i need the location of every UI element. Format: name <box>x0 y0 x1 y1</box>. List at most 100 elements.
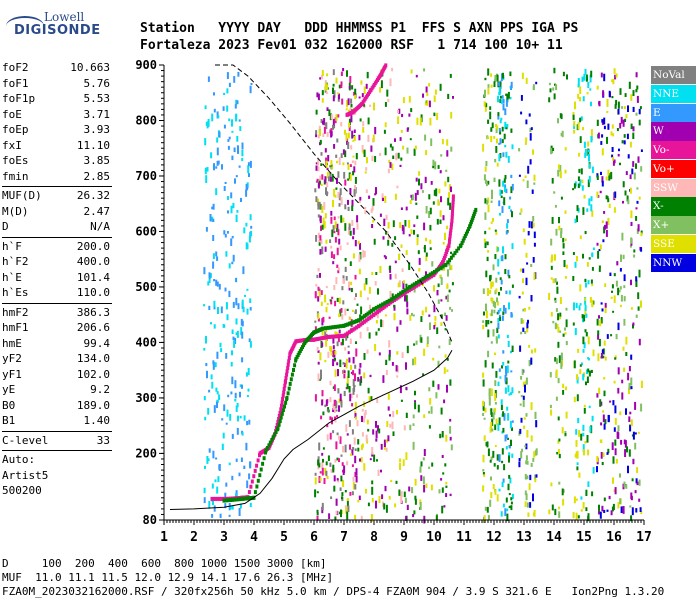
param-value: 10.663 <box>70 61 110 74</box>
trace-point <box>405 286 409 291</box>
noise-dot <box>317 296 320 302</box>
noise-dot <box>490 476 492 481</box>
noise-dot <box>355 475 358 483</box>
trace-point <box>342 333 346 338</box>
noise-dot <box>327 455 330 461</box>
noise-dot <box>640 149 643 152</box>
noise-dot <box>574 218 577 224</box>
noise-dot <box>204 105 207 110</box>
noise-dot <box>324 331 327 338</box>
noise-dot <box>582 502 585 509</box>
noise-dot <box>592 349 595 357</box>
noise-dot <box>518 458 521 462</box>
noise-dot <box>587 81 590 88</box>
noise-dot <box>203 497 206 504</box>
noise-dot <box>371 205 374 211</box>
noise-dot <box>613 295 616 303</box>
noise-dot <box>378 428 381 434</box>
noise-dot <box>230 391 233 395</box>
noise-dot <box>602 410 605 413</box>
noise-dot <box>315 235 318 242</box>
noise-dot <box>498 128 501 132</box>
noise-dot <box>581 362 583 366</box>
noise-dot <box>588 358 590 361</box>
noise-dot <box>505 151 508 158</box>
noise-dot <box>330 210 333 216</box>
noise-dot <box>335 401 338 409</box>
noise-dot <box>583 314 586 322</box>
noise-dot <box>450 444 453 451</box>
noise-dot <box>228 263 231 269</box>
noise-dot <box>552 320 555 324</box>
noise-dot <box>329 416 332 420</box>
noise-dot <box>320 183 323 187</box>
noise-dot <box>418 178 420 186</box>
noise-dot <box>396 185 399 189</box>
noise-dot <box>585 282 587 288</box>
noise-dot <box>632 106 635 112</box>
noise-dot <box>530 221 533 229</box>
trace-point <box>407 288 411 293</box>
noise-dot <box>440 322 443 326</box>
noise-dot <box>588 198 591 206</box>
noise-dot <box>410 229 413 235</box>
noise-dot <box>445 481 448 485</box>
trace-point <box>261 461 265 466</box>
param-row: foF1p 5.53 <box>2 91 110 107</box>
noise-dot <box>603 390 606 397</box>
legend-item: NoVal <box>651 66 696 85</box>
noise-dot <box>325 91 328 94</box>
noise-dot <box>451 309 453 312</box>
noise-dot <box>389 78 392 87</box>
noise-dot <box>607 169 610 176</box>
noise-dot <box>399 458 402 463</box>
trace-point <box>362 319 366 324</box>
noise-dot <box>560 352 563 361</box>
noise-dot <box>576 376 579 384</box>
noise-dot <box>333 284 336 290</box>
noise-dot <box>602 414 605 423</box>
noise-dot <box>600 72 603 78</box>
noise-dot <box>212 235 215 241</box>
noise-dot <box>359 458 361 462</box>
trace-point <box>346 322 350 327</box>
noise-dot <box>353 384 356 392</box>
trace-point <box>250 479 254 484</box>
x-tick-label: 7 <box>340 530 348 545</box>
noise-dot <box>510 370 513 373</box>
noise-dot <box>346 498 349 502</box>
noise-dot <box>528 360 531 367</box>
noise-dot <box>406 345 409 354</box>
noise-dot <box>344 444 347 453</box>
noise-dot <box>346 100 349 108</box>
noise-dot <box>501 255 504 262</box>
trace-point <box>394 296 398 301</box>
noise-dot <box>333 399 336 406</box>
noise-dot <box>559 297 562 304</box>
noise-dot <box>354 364 357 369</box>
noise-dot <box>341 314 344 320</box>
noise-dot <box>414 498 417 505</box>
noise-dot <box>425 271 427 278</box>
noise-dot <box>384 256 387 260</box>
noise-dot <box>450 111 453 119</box>
noise-dot <box>510 505 513 511</box>
noise-dot <box>348 118 351 126</box>
noise-dot <box>627 199 630 205</box>
noise-dot <box>320 369 322 376</box>
noise-dot <box>520 318 523 324</box>
noise-dot <box>365 488 367 494</box>
noise-dot <box>600 317 603 324</box>
x-tick-label: 16 <box>606 530 622 545</box>
noise-dot <box>324 359 327 363</box>
noise-dot <box>371 480 374 485</box>
noise-dot <box>496 74 499 82</box>
noise-dot <box>482 469 485 472</box>
noise-dot <box>588 175 591 183</box>
param-key: yF1 <box>2 367 22 381</box>
noise-dot <box>315 130 318 135</box>
noise-dot <box>505 230 508 235</box>
noise-dot <box>333 216 336 221</box>
noise-dot <box>324 246 327 252</box>
noise-dot <box>336 177 338 184</box>
